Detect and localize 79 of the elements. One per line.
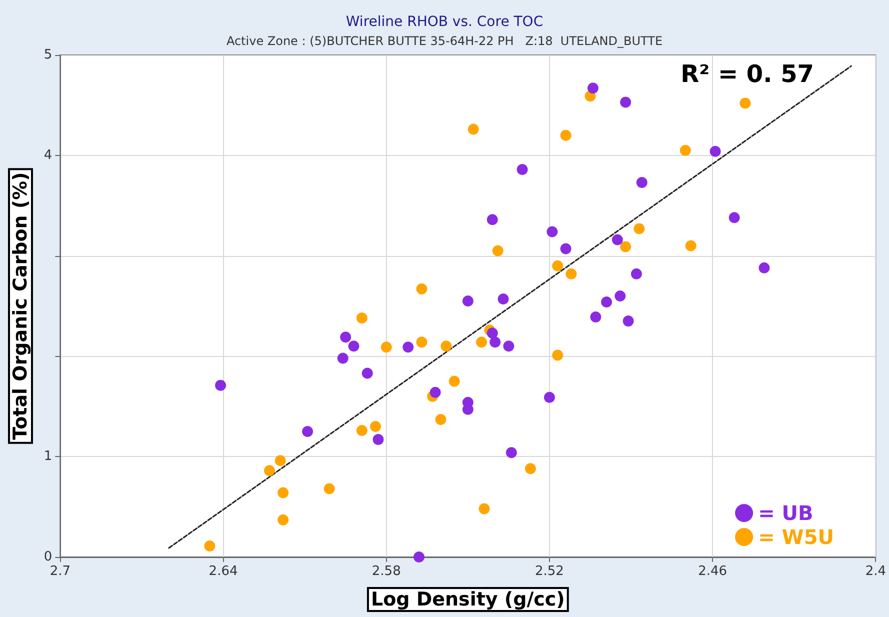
point bbox=[435, 414, 446, 425]
x-tick-label: 2.52 bbox=[534, 564, 564, 579]
point bbox=[362, 368, 373, 379]
point bbox=[215, 380, 226, 391]
point bbox=[476, 336, 488, 348]
point bbox=[402, 342, 414, 353]
point bbox=[448, 376, 460, 387]
legend-label: = W5U bbox=[758, 525, 834, 549]
x-tick-label: 2.64 bbox=[208, 564, 238, 579]
point bbox=[506, 447, 517, 458]
x-tick-label: 2.58 bbox=[372, 564, 401, 579]
point bbox=[587, 82, 598, 94]
point bbox=[462, 295, 474, 306]
point bbox=[204, 540, 216, 552]
point bbox=[546, 226, 558, 238]
point bbox=[620, 96, 632, 108]
point bbox=[634, 223, 645, 234]
point bbox=[274, 455, 286, 466]
point bbox=[622, 316, 634, 327]
point bbox=[324, 483, 335, 494]
point bbox=[758, 262, 770, 274]
point bbox=[636, 177, 648, 188]
point bbox=[302, 426, 314, 437]
point bbox=[440, 340, 452, 352]
point bbox=[516, 164, 528, 175]
point bbox=[544, 392, 555, 403]
point bbox=[356, 425, 368, 436]
y-tick-label: 1 bbox=[44, 449, 52, 464]
point bbox=[372, 434, 384, 446]
point bbox=[278, 487, 289, 498]
point bbox=[566, 268, 577, 280]
x-axis-title: Log Density (g/cc) bbox=[370, 588, 565, 610]
point bbox=[492, 245, 504, 256]
point bbox=[337, 352, 348, 364]
point bbox=[340, 332, 352, 343]
y-axis-title: Total Organic Carbon (%) bbox=[10, 172, 32, 440]
point bbox=[552, 350, 564, 361]
legend-label: = UB bbox=[758, 501, 814, 525]
annotation: R² = 0. 57 bbox=[680, 60, 814, 88]
y-tick-label: 5 bbox=[44, 48, 52, 62]
point bbox=[685, 240, 696, 252]
point bbox=[468, 124, 479, 135]
point bbox=[680, 144, 691, 156]
point bbox=[503, 340, 514, 352]
chart-subtitle: Active Zone : (5)BUTCHER BUTTE 35-64H-22 PH Z:18 UTELAND_BUTTE bbox=[226, 34, 663, 48]
x-tick-label: 2.4 bbox=[865, 564, 886, 579]
point bbox=[478, 503, 490, 514]
point bbox=[278, 514, 289, 526]
x-tick-label: 2.7 bbox=[50, 564, 71, 579]
point bbox=[630, 268, 642, 280]
point bbox=[740, 98, 751, 109]
point bbox=[380, 342, 392, 353]
point bbox=[414, 552, 424, 562]
point bbox=[560, 130, 572, 141]
point bbox=[264, 465, 275, 476]
point bbox=[486, 214, 498, 226]
y-tick-label: 4 bbox=[44, 148, 52, 163]
point bbox=[620, 241, 632, 252]
point bbox=[612, 234, 623, 246]
point bbox=[370, 420, 381, 432]
point bbox=[498, 293, 509, 304]
point bbox=[416, 336, 428, 348]
point bbox=[430, 386, 441, 398]
point bbox=[552, 260, 564, 272]
point bbox=[524, 463, 536, 474]
point bbox=[490, 336, 501, 348]
x-tick-label: 2.46 bbox=[698, 564, 728, 579]
point bbox=[348, 340, 360, 352]
point bbox=[416, 283, 428, 294]
point bbox=[560, 243, 572, 254]
point bbox=[728, 212, 740, 224]
point bbox=[356, 312, 368, 324]
point bbox=[710, 146, 721, 157]
y-tick-label: 0 bbox=[44, 550, 52, 564]
point bbox=[486, 328, 498, 339]
point bbox=[590, 312, 602, 323]
point bbox=[614, 290, 626, 302]
chart-title: Wireline RHOB vs. Core TOC bbox=[346, 14, 544, 30]
point bbox=[601, 296, 612, 308]
